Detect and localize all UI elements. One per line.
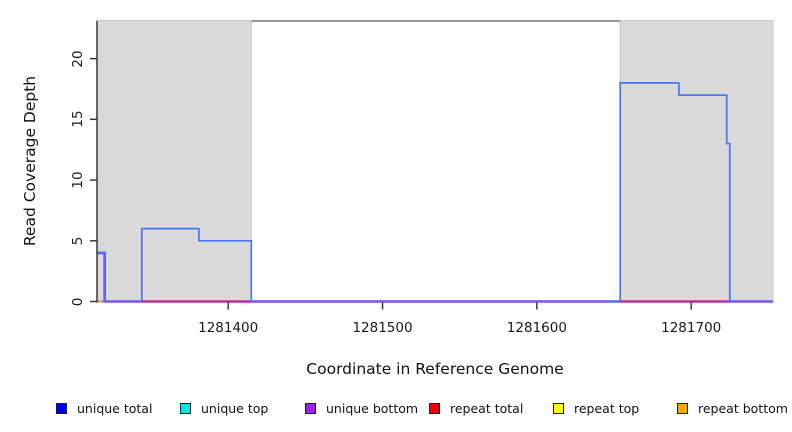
series-line-unique-total bbox=[97, 82, 773, 303]
y-tick-label-4: 20 bbox=[70, 50, 86, 68]
y-axis-label: Read Coverage Depth bbox=[21, 75, 39, 247]
x-tick-label-0: 1281400 bbox=[198, 320, 259, 336]
x-tick-label-2: 1281600 bbox=[506, 320, 567, 336]
y-tick-label-1: 5 bbox=[70, 236, 86, 246]
repeat-region-rect bbox=[96, 20, 252, 303]
x-tick-label-3: 1281700 bbox=[661, 320, 722, 336]
y-tick-label-2: 10 bbox=[70, 171, 86, 189]
x-axis-title: Coordinate in Reference Genome bbox=[306, 360, 564, 378]
repeat-region-rect bbox=[619, 20, 774, 303]
x-tick-label-1: 1281500 bbox=[352, 320, 413, 336]
y-tick-label-3: 15 bbox=[70, 110, 86, 128]
y-tick-label-0: 0 bbox=[70, 297, 86, 306]
